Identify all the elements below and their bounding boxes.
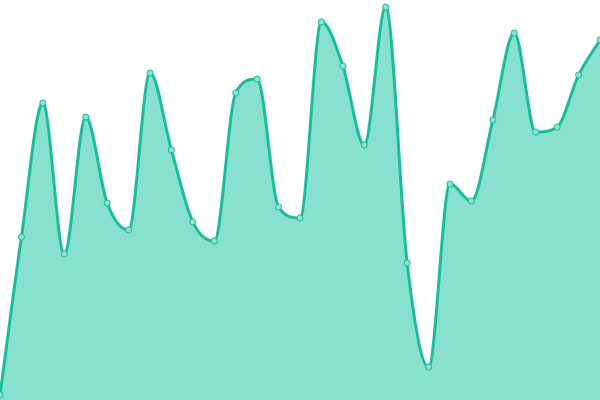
- data-point: [189, 218, 197, 226]
- data-point: [339, 62, 347, 70]
- data-point: [489, 116, 497, 124]
- data-point: [382, 3, 390, 11]
- data-point: [167, 146, 175, 154]
- data-point: [510, 29, 518, 37]
- data-point: [125, 226, 133, 234]
- data-point: [575, 71, 583, 79]
- data-points: [0, 3, 600, 399]
- data-point: [446, 180, 454, 188]
- data-point: [403, 259, 411, 267]
- data-point: [425, 363, 433, 371]
- data-point: [467, 197, 475, 205]
- data-point: [275, 203, 283, 211]
- data-point: [60, 250, 68, 258]
- area-fill: [0, 7, 600, 400]
- data-point: [146, 69, 154, 77]
- data-point: [210, 237, 218, 245]
- data-point: [553, 123, 561, 131]
- data-point: [82, 113, 90, 121]
- data-point: [296, 214, 304, 222]
- data-point: [596, 36, 600, 44]
- data-point: [532, 128, 540, 136]
- data-point: [232, 89, 240, 97]
- data-point: [17, 233, 25, 241]
- data-point: [253, 75, 261, 83]
- data-point: [360, 141, 368, 149]
- data-point: [103, 199, 111, 207]
- data-point: [0, 391, 4, 399]
- data-point: [39, 99, 47, 107]
- data-point: [317, 18, 325, 26]
